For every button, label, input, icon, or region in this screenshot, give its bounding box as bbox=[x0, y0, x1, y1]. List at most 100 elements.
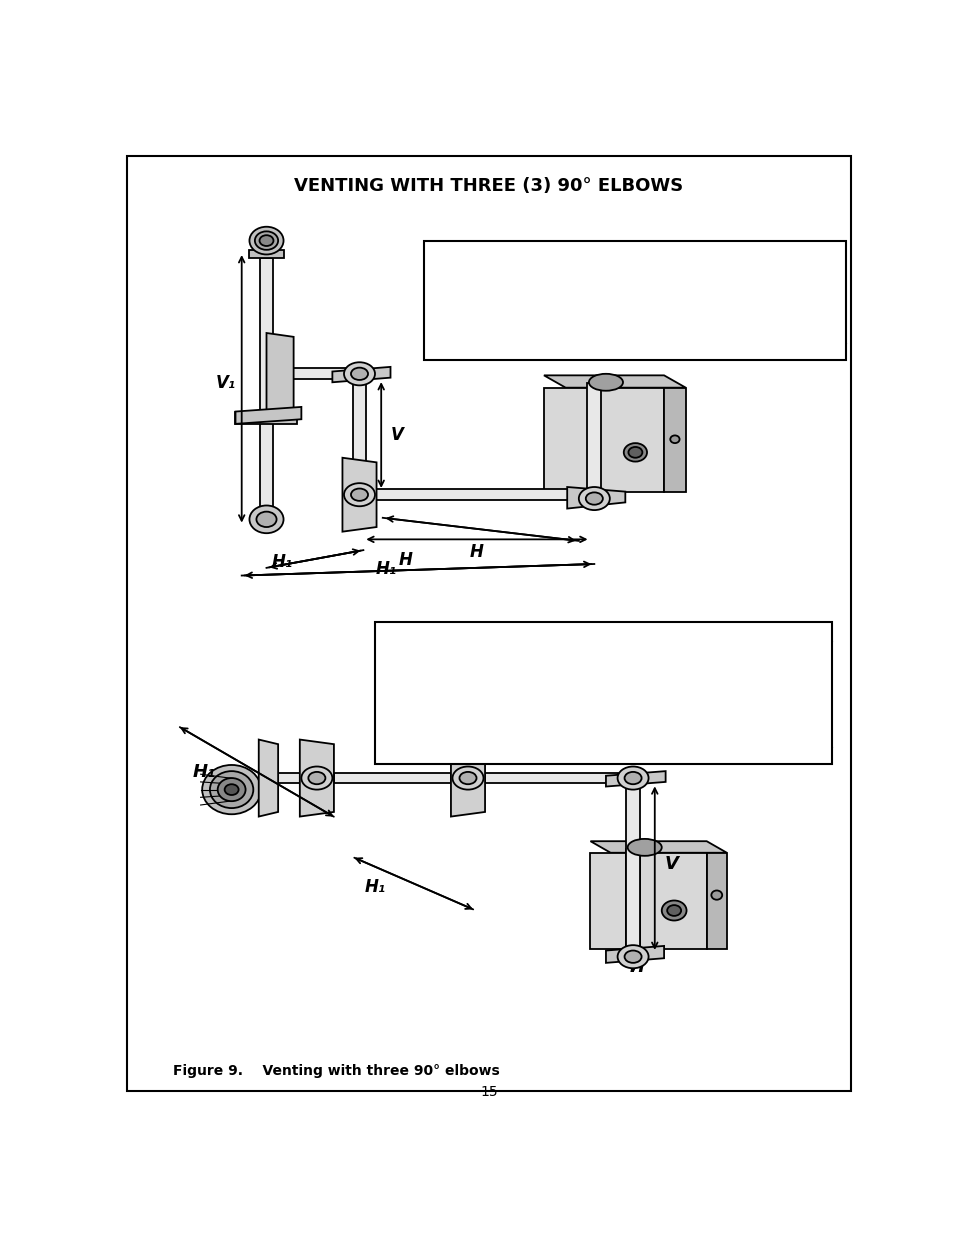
Text: H₁: H₁ bbox=[539, 721, 560, 740]
Text: 18ʹ MAX. (5.48 m): 18ʹ MAX. (5.48 m) bbox=[634, 695, 740, 709]
Text: H₁: H₁ bbox=[364, 878, 385, 897]
Ellipse shape bbox=[617, 945, 648, 968]
Ellipse shape bbox=[585, 493, 602, 505]
Text: V: V bbox=[664, 856, 678, 873]
Polygon shape bbox=[235, 411, 297, 424]
Text: 4ʹ MIN. (1.22 m): 4ʹ MIN. (1.22 m) bbox=[382, 710, 477, 724]
Ellipse shape bbox=[351, 489, 368, 501]
Ellipse shape bbox=[210, 771, 253, 808]
Text: VENTING WITH THREE (3) 90° ELBOWS: VENTING WITH THREE (3) 90° ELBOWS bbox=[294, 178, 683, 195]
Text: 2ʹ MAX. (610 mm): 2ʹ MAX. (610 mm) bbox=[491, 667, 598, 679]
Polygon shape bbox=[299, 740, 334, 816]
Ellipse shape bbox=[344, 362, 375, 385]
Ellipse shape bbox=[202, 764, 261, 814]
Ellipse shape bbox=[617, 767, 648, 789]
Text: V₁+V+H+H₁ = 40ʹ  MAX. (12.4m)    8ʹ MAX. (2.48m)   24ʹ MAX. (7.31m): V₁+V+H+H₁ = 40ʹ MAX. (12.4m) 8ʹ MAX. (2.… bbox=[431, 345, 829, 354]
Text: 1ʹ MIN. (305 mm): 1ʹ MIN. (305 mm) bbox=[431, 268, 534, 282]
Text: H₁: H₁ bbox=[375, 561, 396, 578]
Text: H: H bbox=[555, 248, 568, 263]
Bar bbox=[258, 773, 299, 783]
Text: 24ʹ MAX. (7.31 m): 24ʹ MAX. (7.31 m) bbox=[634, 710, 740, 724]
Ellipse shape bbox=[301, 767, 332, 789]
Text: V: V bbox=[382, 646, 395, 662]
Text: 4ʹ MIN. (1.22 m): 4ʹ MIN. (1.22 m) bbox=[431, 312, 526, 325]
Text: VENTING WITH THREE (3) 90° ELBOWS: VENTING WITH THREE (3) 90° ELBOWS bbox=[468, 627, 739, 641]
Text: 2ʹ MAX. (610 mm): 2ʹ MAX. (610 mm) bbox=[555, 268, 661, 282]
Ellipse shape bbox=[344, 483, 375, 506]
Ellipse shape bbox=[249, 505, 283, 534]
Ellipse shape bbox=[459, 772, 476, 784]
Ellipse shape bbox=[256, 511, 276, 527]
Polygon shape bbox=[249, 249, 283, 258]
Text: 8ʹ MAX. (2.48 m): 8ʹ MAX. (2.48 m) bbox=[555, 312, 654, 325]
Bar bbox=[625, 848, 639, 953]
Bar bbox=[590, 852, 706, 948]
Text: 6ʹ MAX. (1.82 m): 6ʹ MAX. (1.82 m) bbox=[634, 667, 733, 679]
Polygon shape bbox=[342, 458, 376, 531]
Polygon shape bbox=[266, 333, 294, 414]
Ellipse shape bbox=[578, 487, 609, 510]
Ellipse shape bbox=[308, 772, 325, 784]
Text: H: H bbox=[629, 957, 644, 976]
Bar bbox=[543, 388, 663, 492]
Bar bbox=[587, 383, 600, 495]
Text: 6ʹ MAX. (1.86 m): 6ʹ MAX. (1.86 m) bbox=[491, 695, 589, 709]
Polygon shape bbox=[605, 946, 663, 963]
Ellipse shape bbox=[661, 900, 686, 920]
Text: 24ʹ MAX. (7.31 m): 24ʹ MAX. (7.31 m) bbox=[699, 312, 804, 325]
Polygon shape bbox=[543, 375, 685, 388]
Polygon shape bbox=[590, 841, 726, 852]
Text: H + H₁: H + H₁ bbox=[699, 248, 749, 262]
Bar bbox=[484, 773, 617, 783]
Text: 15: 15 bbox=[479, 1086, 497, 1099]
Ellipse shape bbox=[224, 784, 238, 795]
Bar bbox=[375, 489, 594, 500]
Polygon shape bbox=[567, 487, 624, 509]
Text: 2ʹ MIN. (610 mm): 2ʹ MIN. (610 mm) bbox=[431, 283, 534, 296]
Text: H: H bbox=[491, 646, 503, 662]
Polygon shape bbox=[706, 852, 726, 948]
Text: H: H bbox=[398, 551, 413, 569]
Polygon shape bbox=[258, 740, 278, 816]
Ellipse shape bbox=[259, 235, 274, 246]
Text: 2ʹ MIN. (610 mm): 2ʹ MIN. (610 mm) bbox=[382, 680, 485, 694]
Ellipse shape bbox=[670, 436, 679, 443]
Text: V+H+H₁+H₂ = 40ʹ  MAX. (12.4 m)    8ʹ MAX. (2.48 m)   24ʹ MAX. (7.31 m): V+H+H₁+H₂ = 40ʹ MAX. (12.4 m) 8ʹ MAX. (2… bbox=[382, 748, 792, 760]
Text: 3ʹ MIN. (914 mm): 3ʹ MIN. (914 mm) bbox=[382, 695, 485, 709]
Bar bbox=[625, 783, 639, 948]
Ellipse shape bbox=[666, 905, 680, 916]
Text: 18ʹ MAX. (5.485 m): 18ʹ MAX. (5.485 m) bbox=[699, 298, 811, 310]
Text: H + H₁ + H₂: H + H₁ + H₂ bbox=[634, 646, 723, 661]
Ellipse shape bbox=[624, 951, 641, 963]
Bar bbox=[286, 368, 359, 379]
Text: H₁: H₁ bbox=[193, 763, 215, 781]
Text: 12ʹ MAX. (3.65 m): 12ʹ MAX. (3.65 m) bbox=[699, 283, 804, 296]
Ellipse shape bbox=[624, 772, 641, 784]
Ellipse shape bbox=[711, 890, 721, 900]
Ellipse shape bbox=[254, 231, 278, 249]
Ellipse shape bbox=[217, 778, 245, 802]
Ellipse shape bbox=[623, 443, 646, 462]
Polygon shape bbox=[451, 740, 484, 816]
Ellipse shape bbox=[351, 368, 368, 380]
Bar bbox=[334, 773, 451, 783]
Text: Figure 9.    Venting with three 90° elbows: Figure 9. Venting with three 90° elbows bbox=[173, 1065, 499, 1078]
Ellipse shape bbox=[452, 767, 483, 789]
Text: H: H bbox=[469, 543, 483, 562]
Text: 6ʹ MAX. (1.82 m): 6ʹ MAX. (1.82 m) bbox=[699, 268, 797, 282]
Ellipse shape bbox=[627, 839, 661, 856]
Text: V: V bbox=[431, 248, 443, 263]
Text: 12ʹ MAX. (3.65 m): 12ʹ MAX. (3.65 m) bbox=[634, 680, 740, 694]
Ellipse shape bbox=[628, 447, 641, 458]
Bar bbox=[353, 379, 366, 483]
Text: H₁: H₁ bbox=[272, 553, 293, 572]
Text: V: V bbox=[390, 426, 403, 443]
Text: 1ʹ MIN. (305 mm): 1ʹ MIN. (305 mm) bbox=[382, 667, 485, 679]
Ellipse shape bbox=[588, 374, 622, 390]
Polygon shape bbox=[605, 771, 665, 787]
Polygon shape bbox=[235, 406, 301, 424]
Text: 3ʹ MIN. (914 mm): 3ʹ MIN. (914 mm) bbox=[431, 298, 534, 310]
Polygon shape bbox=[663, 388, 685, 492]
Text: 4ʹ MAX. (1.22 m): 4ʹ MAX. (1.22 m) bbox=[491, 680, 590, 694]
Text: 6ʹ MAX. (1.86 m): 6ʹ MAX. (1.86 m) bbox=[555, 298, 654, 310]
